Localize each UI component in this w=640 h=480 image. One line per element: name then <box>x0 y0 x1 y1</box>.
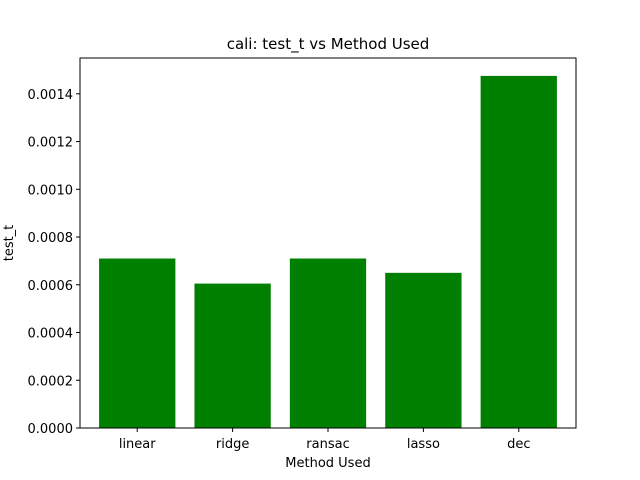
x-tick-label: ransac <box>306 437 349 452</box>
bar-ransac <box>289 258 367 428</box>
bar-lasso <box>385 272 462 428</box>
y-tick-label: 0.0000 <box>28 422 74 437</box>
bar-linear <box>99 258 176 428</box>
y-tick-label: 0.0002 <box>28 374 74 389</box>
chart-title: cali: test_t vs Method Used <box>227 35 430 54</box>
x-tick-label: linear <box>119 437 156 452</box>
x-tick-label: dec <box>507 437 530 452</box>
y-tick-label: 0.0004 <box>28 327 74 342</box>
x-tick-label: ridge <box>216 437 249 452</box>
y-tick-label: 0.0008 <box>28 231 74 246</box>
y-axis-label: test_t <box>2 225 17 262</box>
y-tick-label: 0.0012 <box>28 136 74 151</box>
y-tick-label: 0.0010 <box>28 183 74 198</box>
y-tick-label: 0.0014 <box>28 88 74 103</box>
y-tick-label: 0.0006 <box>28 279 74 294</box>
plot-frame <box>79 57 577 429</box>
x-axis-label: Method Used <box>285 456 370 471</box>
bar-ridge <box>194 283 271 428</box>
x-tick-label: lasso <box>407 437 440 452</box>
bar-dec <box>480 75 557 428</box>
